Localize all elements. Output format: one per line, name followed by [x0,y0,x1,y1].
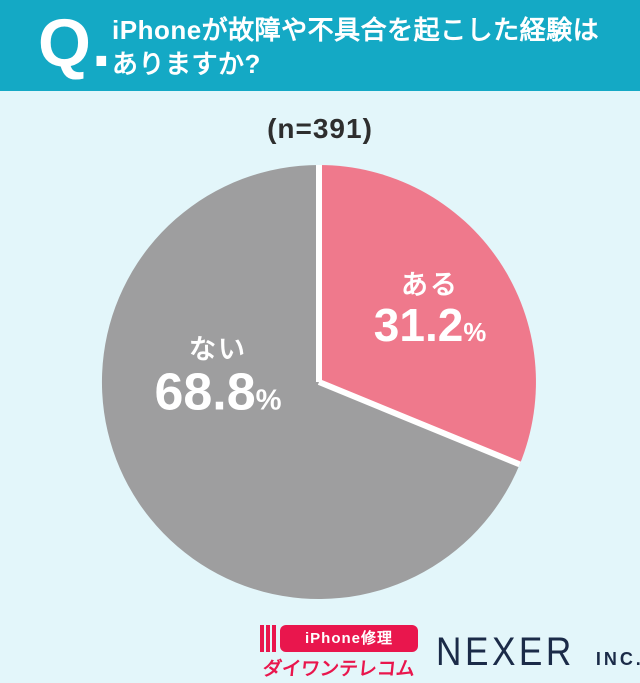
slice-divider [317,379,521,468]
question-header: Q. iPhoneが故障や不具合を起こした経験は ありますか? [0,0,640,91]
slice-label-aru: ある [401,269,459,300]
percent-sign-nai: % [255,384,282,417]
pie-chart: ある 31.2% ない 68.8% [100,163,538,601]
pie-svg [101,165,536,599]
sample-size-label: (n=391) [267,113,373,144]
question-title-line-2: ありますか? [112,49,261,79]
slice-value-aru: 31.2% [374,301,486,349]
pie-slice-1 [101,165,520,599]
daiwan-telecom-name: ダイワンテレコム [261,659,416,680]
slice-label-nai: ない [188,334,247,365]
question-title-line-1: iPhoneが故障や不具合を起こした経験は [112,15,600,45]
nexer-suffix: INC. [595,649,640,669]
slice-percent-aru: 31.2 [373,298,464,351]
slice-value-nai: 68.8% [154,363,282,422]
slice-callout-nai: ない 68.8% [154,334,281,421]
nexer-name: NEXER [436,630,575,674]
nexer-logo: NEXER INC. [436,630,640,675]
pie-slice-0 [319,165,536,465]
barcode-icon [260,625,276,652]
slice-callout-aru: ある 31.2% [374,269,486,349]
q-mark: Q. [38,5,112,81]
daiwan-telecom-logo: iPhone修理 ダイワンテレコム [260,624,418,680]
percent-sign-aru: % [463,318,487,347]
iphone-repair-badge: iPhone修理 [280,625,418,652]
question-title: iPhoneが故障や不具合を起こした経験は ありますか? [112,13,599,81]
footer: iPhone修理 ダイワンテレコム NEXER INC. [0,620,640,683]
slice-percent-nai: 68.8 [154,363,256,422]
